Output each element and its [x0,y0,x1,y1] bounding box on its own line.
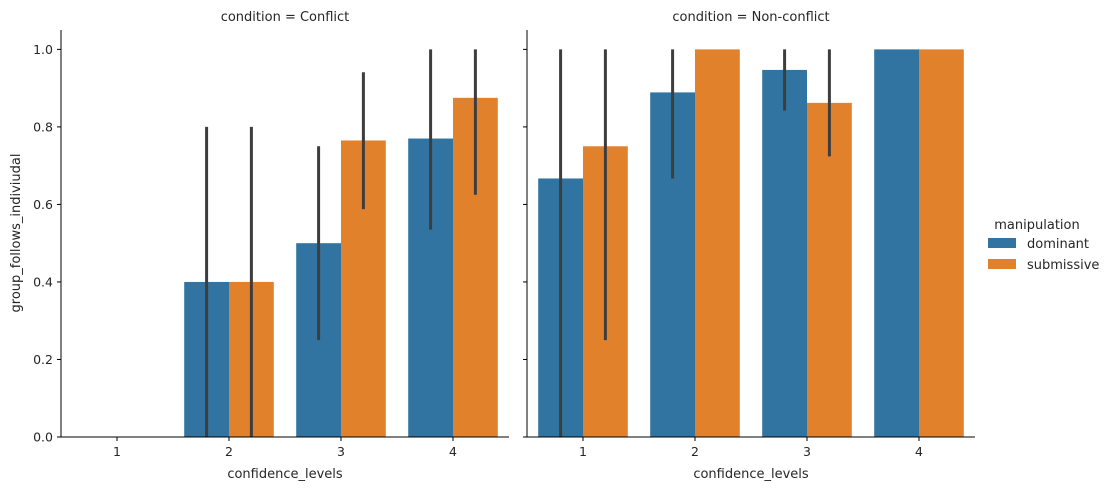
legend-swatch-dominant [988,238,1016,248]
panel-non-conflict: condition = Non-conflict 1 2 3 4 confidence_l… [523,10,975,482]
x-tick-label: 4 [449,444,457,459]
legend-title: manipulation [994,218,1079,233]
y-tick-label: 0.0 [33,430,53,445]
bar-submissive-2 [695,49,740,437]
bar-submissive-3 [807,102,852,438]
x-axis-label: confidence_levels [693,467,809,482]
x-tick-label: 3 [803,444,811,459]
x-tick-label: 2 [225,444,233,459]
x-tick-label: 2 [691,444,699,459]
panel-conflict: condition = Conflict 1 2 3 4 0.0 0.2 0.4 0.6 0.8 1… [33,10,509,482]
bar-submissive-4 [919,49,964,437]
bar-dominant-4 [874,49,919,437]
y-tick-label: 0.2 [33,352,53,367]
panel-title: condition = Non-conflict [672,10,829,25]
y-tick-label: 0.4 [33,274,53,289]
panel-title: condition = Conflict [221,10,350,25]
y-tick-label: 0.6 [33,197,53,212]
x-tick-label: 3 [337,444,345,459]
legend-label-dominant: dominant [1027,237,1089,252]
legend: manipulation dominant submissive [988,218,1099,273]
x-axis-label: confidence_levels [227,467,343,482]
x-tick-label: 1 [579,444,587,459]
bar-dominant-3 [762,69,807,438]
y-axis-label: group_follows_indiviudal [9,154,24,313]
legend-swatch-submissive [988,259,1016,269]
x-tick-label: 1 [113,444,121,459]
y-tick-label: 0.8 [33,119,53,134]
y-tick-label: 1.0 [33,42,53,57]
legend-label-submissive: submissive [1027,258,1099,273]
x-tick-label: 4 [915,444,923,459]
